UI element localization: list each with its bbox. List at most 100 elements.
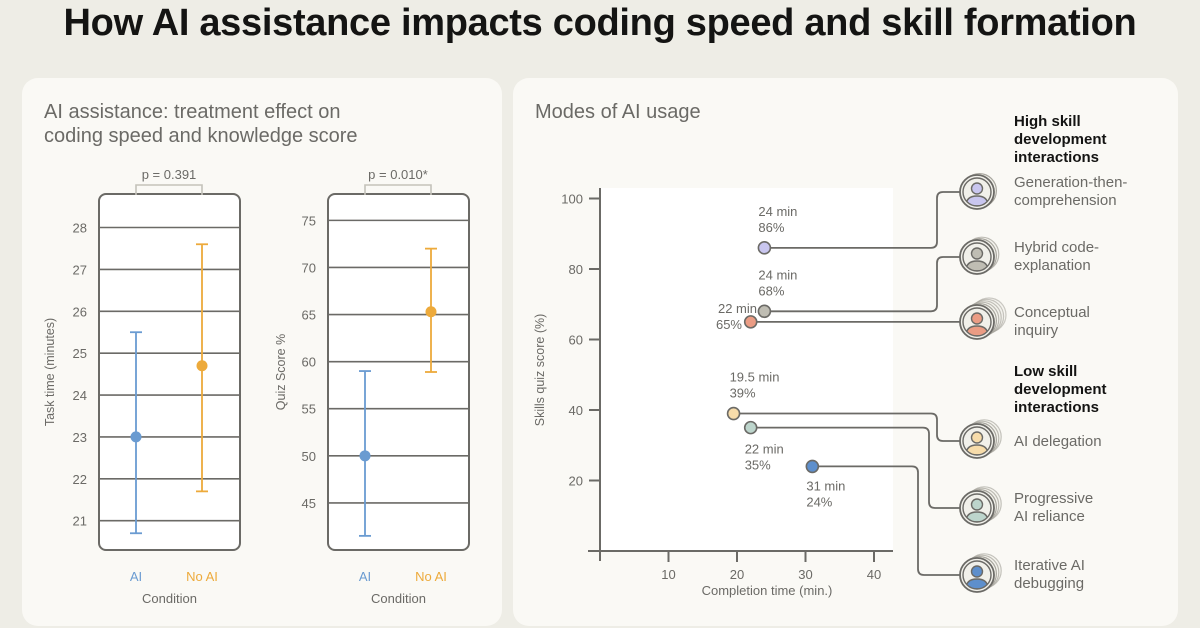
score-label: 35% — [745, 458, 771, 473]
y-tick-label: 28 — [73, 221, 87, 236]
data-point — [757, 304, 772, 319]
avatar-inner-ring — [962, 560, 992, 590]
y-axis-label: Task time (minutes) — [43, 318, 57, 426]
y-axis-label: Skills quiz score (%) — [533, 314, 547, 427]
p-value-label: p = 0.010* — [368, 167, 428, 182]
person-head — [970, 247, 984, 260]
y-tick-label: 25 — [73, 346, 87, 361]
score-label: 24% — [806, 494, 832, 509]
y-axis-label: Quiz Score % — [274, 334, 288, 410]
avatar-icon — [959, 297, 1007, 340]
y-tick-label: 60 — [302, 355, 316, 370]
y-tick-label: 80 — [569, 262, 583, 277]
avatar-inner-ring — [962, 426, 992, 456]
y-tick-label: 26 — [73, 304, 87, 319]
y-tick-label: 45 — [302, 496, 316, 511]
y-tick-label: 27 — [73, 262, 87, 277]
person-icon — [963, 178, 991, 206]
y-tick-label: 50 — [302, 449, 316, 464]
avatar-icon — [959, 419, 1002, 459]
title-line-1: AI assistance: treatment effect on — [44, 101, 341, 123]
connector-line — [764, 256, 963, 313]
x-tick-label: No AI — [415, 569, 447, 584]
page-title: How AI assistance impacts coding speed a… — [63, 2, 1137, 44]
legend-label: AI delegation — [1014, 433, 1102, 450]
errorbar-no-ai — [196, 243, 208, 493]
mean-point — [359, 450, 371, 462]
score-label: 86% — [758, 220, 784, 235]
x-tick-label: 20 — [730, 567, 744, 582]
connector-line — [812, 465, 963, 576]
x-tick-label: 40 — [867, 567, 881, 582]
task-time-chart: 21 22 23 24 25 26 27 28 Task time (minutes) AI No … — [43, 167, 241, 606]
title-line-2: coding speed and knowledge score — [44, 125, 358, 147]
y-tick-label: 60 — [569, 333, 583, 348]
legend-label: Generation-then-comprehension — [1014, 174, 1127, 209]
significance-bracket — [135, 184, 203, 195]
x-axis-label: Completion time (min.) — [702, 583, 833, 598]
time-label: 24 min — [758, 267, 797, 282]
treatment-panel-title: AI assistance: treatment effect on codin… — [44, 100, 358, 148]
y-tick-label: 65 — [302, 308, 316, 323]
p-value-label: p = 0.391 — [142, 167, 197, 182]
y-tick-label: 24 — [73, 388, 87, 403]
score-label: 65% — [716, 317, 742, 332]
legend-label: Progressive AI reliance — [1014, 490, 1093, 525]
time-label: 22 min — [745, 442, 784, 457]
data-point — [805, 459, 820, 474]
time-label: 31 min — [806, 478, 845, 493]
y-tick-label: 20 — [569, 474, 583, 489]
plot-frame — [98, 193, 241, 551]
quiz-score-chart: 45 50 55 60 65 70 75 Quiz Score % AI No AI Conditi… — [274, 167, 470, 606]
data-point — [726, 406, 741, 421]
person-icon — [963, 494, 991, 522]
x-tick-label: 10 — [661, 567, 675, 582]
person-head — [970, 565, 984, 578]
person-head — [970, 498, 984, 511]
avatar-icon — [959, 173, 997, 210]
connector-line — [764, 191, 963, 249]
errorbar-ai — [130, 331, 142, 535]
high-skill-group-header: High skill development interactions — [1014, 113, 1107, 166]
data-point — [743, 420, 758, 435]
x-tick-label: AI — [359, 569, 371, 584]
avatar-icon — [959, 486, 1002, 526]
avatar-inner-ring — [962, 493, 992, 523]
legend-label: Conceptual inquiry — [1014, 304, 1090, 339]
avatar-inner-ring — [962, 177, 992, 207]
person-head — [970, 182, 984, 195]
data-point — [757, 241, 772, 255]
x-tick-label: 30 — [798, 567, 812, 582]
mean-point — [196, 360, 208, 372]
time-label: 24 min — [758, 204, 797, 219]
avatar-icon — [959, 236, 1000, 275]
modes-legend: High skill development interactions Low ski… — [959, 113, 1127, 593]
score-label: 68% — [758, 283, 784, 298]
y-tick-label: 70 — [302, 260, 316, 275]
mean-point — [425, 306, 437, 318]
x-axis-label: Condition — [142, 591, 197, 606]
avatar-icon — [959, 553, 1002, 593]
time-label: 22 min — [718, 301, 757, 316]
score-label: 39% — [730, 386, 756, 401]
connector-line — [733, 412, 963, 442]
y-tick-label: 55 — [302, 402, 316, 417]
connector-line — [750, 426, 963, 509]
avatar-inner-ring — [962, 307, 992, 337]
y-tick-label: 21 — [73, 514, 87, 529]
person-icon — [963, 308, 991, 336]
person-head — [970, 431, 984, 444]
low-skill-group-header: Low skill development interactions — [1014, 363, 1107, 416]
legend-label: Iterative AI debugging — [1014, 557, 1085, 592]
legend-label: Hybrid code-explanation — [1014, 239, 1099, 274]
plot-frame — [327, 193, 470, 551]
y-tick-label: 40 — [569, 403, 583, 418]
x-tick-label: AI — [130, 569, 142, 584]
avatar-inner-ring — [962, 242, 992, 272]
time-label: 19.5 min — [730, 370, 780, 385]
